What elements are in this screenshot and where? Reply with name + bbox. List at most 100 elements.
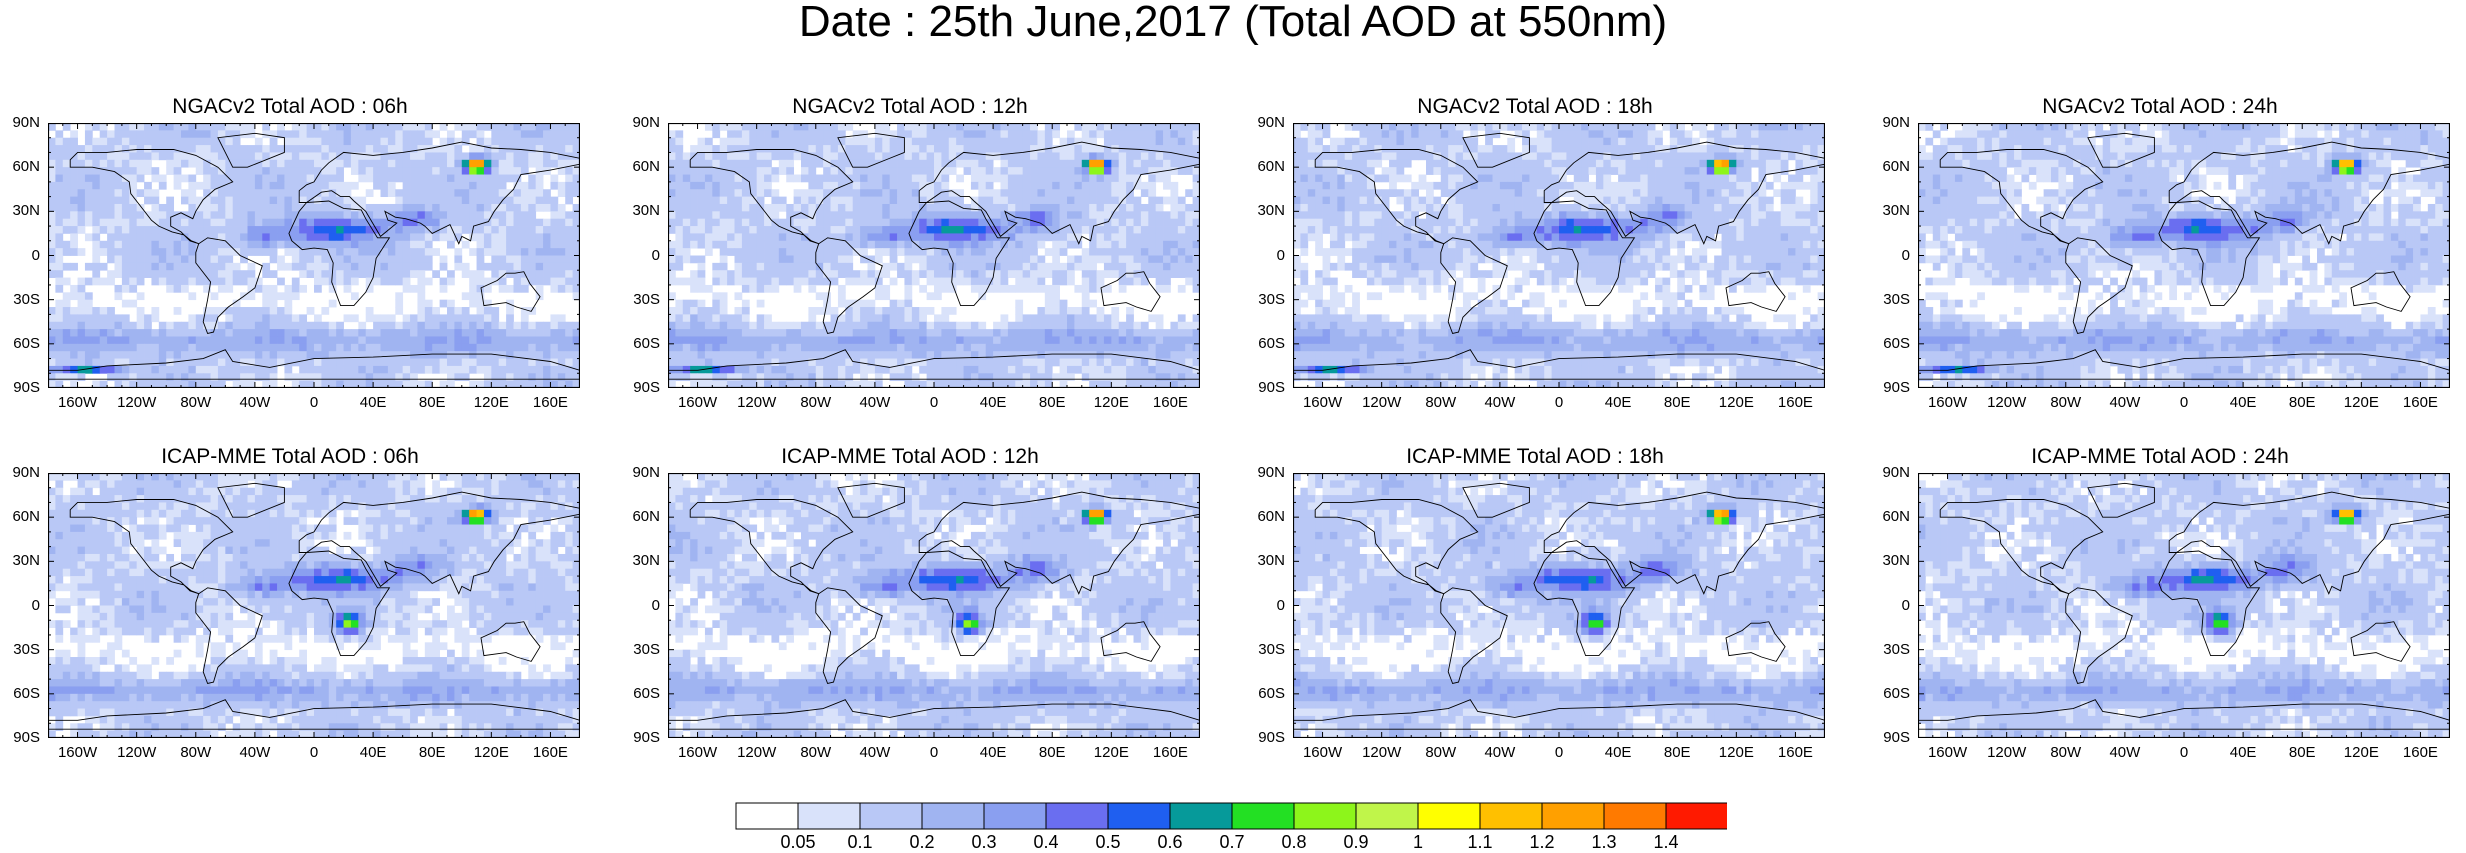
aod-field-cells (48, 473, 580, 738)
lat-tick-label: 30S (633, 290, 660, 308)
aod-field-map (668, 123, 1200, 388)
map-plot (1918, 473, 2450, 738)
colorbar-label: 0.05 (780, 832, 816, 852)
colorbar-swatch (1541, 802, 1605, 830)
coastline-greenland (837, 132, 905, 168)
coastline-north-america (69, 149, 234, 245)
aod-field-cells (1293, 473, 1825, 738)
coastline-eurasia (298, 491, 580, 595)
lat-tick-label: 90S (1258, 729, 1285, 746)
coastline-north-america (1314, 149, 1479, 245)
aod-field-map (1918, 473, 2450, 738)
coastline-africa (1533, 200, 1636, 307)
colorbar-swatch (1665, 802, 1727, 830)
coastline-antarctica (1918, 349, 2450, 380)
map-panel-1: NGACv2 Total AOD : 06h 90N 60N 30N 0 30S 60S 90… (0, 95, 580, 411)
lat-tick-label: 60S (1258, 334, 1285, 352)
coastline-africa (288, 550, 391, 657)
lon-tick-label: 160E (532, 744, 568, 761)
lat-tick-label: 90N (632, 114, 660, 131)
lon-tick-label: 0 (2179, 394, 2189, 411)
lon-tick-label: 160W (677, 394, 718, 411)
lat-tick-label: 30S (633, 640, 660, 658)
coastline-south-america (2065, 587, 2133, 685)
lat-tick-label: 0 (651, 246, 660, 264)
coastline-greenland (2087, 482, 2155, 518)
lon-tick-label: 40E (2229, 744, 2257, 761)
colorbar-swatch (1231, 802, 1295, 830)
lon-tick-label: 0 (929, 744, 939, 761)
lat-tick-label: 30N (12, 552, 40, 570)
lon-tick-label: 40W (1484, 394, 1516, 411)
coastline-antarctica (48, 349, 580, 380)
lat-tick-label: 0 (1276, 246, 1285, 264)
colorbar-swatch (1045, 802, 1109, 830)
lat-tick-label: 60S (1883, 334, 1910, 352)
lon-tick-label: 80W (800, 394, 832, 411)
lat-tick-label: 90N (1882, 464, 1910, 481)
lon-tick-label: 120W (737, 394, 777, 411)
colorbar-label: 1 (1412, 832, 1423, 852)
aod-field-map (668, 473, 1200, 738)
colorbar-swatch (1169, 802, 1233, 830)
coastline-australia (2350, 271, 2411, 312)
lon-tick-label: 0 (929, 394, 939, 411)
lat-tick-label: 30N (1257, 552, 1285, 570)
lon-tick-label: 80E (1663, 744, 1691, 761)
coastline-africa (1533, 550, 1636, 657)
lat-tick-label: 30S (13, 290, 40, 308)
coastline-africa (288, 200, 391, 307)
lat-tick-label: 60N (12, 158, 40, 176)
map-panel-7: ICAP-MME Total AOD : 18h 90N 60N 30N 0 30S 60S… (1245, 445, 1825, 761)
lat-tick-label: 0 (1276, 596, 1285, 614)
lat-tick-label: 60S (633, 334, 660, 352)
lon-tick-label: 0 (309, 744, 319, 761)
lat-tick-label: 60N (632, 158, 660, 176)
lon-tick-label: 120W (117, 744, 157, 761)
coastline-australia (1100, 271, 1161, 312)
lat-tick-label: 30N (1882, 202, 1910, 220)
lat-tick-label: 90S (1883, 379, 1910, 396)
coastline-antarctica (668, 349, 1200, 380)
lat-tick-label: 30S (1883, 640, 1910, 658)
panel-title: ICAP-MME Total AOD : 06h (161, 445, 419, 468)
lon-tick-label: 0 (2179, 744, 2189, 761)
lon-tick-label: 160W (1302, 744, 1343, 761)
coastline-north-america (689, 149, 854, 245)
colorbar-label: 0.5 (1095, 832, 1121, 852)
lon-tick-label: 120W (1362, 744, 1402, 761)
lon-tick-label: 80E (1663, 394, 1691, 411)
aod-field-map (1293, 123, 1825, 388)
lon-tick-label: 120E (1093, 744, 1129, 761)
lon-tick-label: 0 (1554, 744, 1564, 761)
colorbar-label: 0.1 (847, 832, 873, 852)
lon-tick-label: 160E (2402, 394, 2438, 411)
coastline-south-america (815, 237, 883, 335)
colorbar-swatch (1355, 802, 1419, 830)
map-plot (668, 473, 1200, 738)
lon-tick-label: 80W (1425, 394, 1457, 411)
coastline-australia (2350, 621, 2411, 662)
coastline-eurasia (2168, 491, 2450, 595)
lon-tick-label: 120W (1987, 744, 2027, 761)
map-panel-5: ICAP-MME Total AOD : 06h 90N 60N 30N 0 30S 60S… (0, 445, 580, 761)
lon-tick-label: 80E (2288, 394, 2316, 411)
lat-tick-label: 0 (1901, 596, 1910, 614)
lat-tick-label: 0 (31, 596, 40, 614)
panel-title: ICAP-MME Total AOD : 12h (781, 445, 1039, 468)
lon-tick-label: 80W (180, 744, 212, 761)
coastline-greenland (217, 132, 285, 168)
colorbar-label: 0.4 (1033, 832, 1059, 852)
coastline-greenland (1462, 482, 1530, 518)
lon-tick-label: 80W (2050, 744, 2082, 761)
colorbar-swatch (1293, 802, 1357, 830)
lat-tick-label: 30N (632, 552, 660, 570)
lon-tick-label: 40E (359, 744, 387, 761)
lon-tick-label: 120E (1718, 394, 1754, 411)
lat-tick-label: 60N (12, 508, 40, 526)
colorbar-swatch (1479, 802, 1543, 830)
colorbar-swatch (1107, 802, 1171, 830)
map-plot (1293, 123, 1825, 388)
colorbar-label: 1.4 (1653, 832, 1679, 852)
aod-field-cells (48, 123, 580, 388)
